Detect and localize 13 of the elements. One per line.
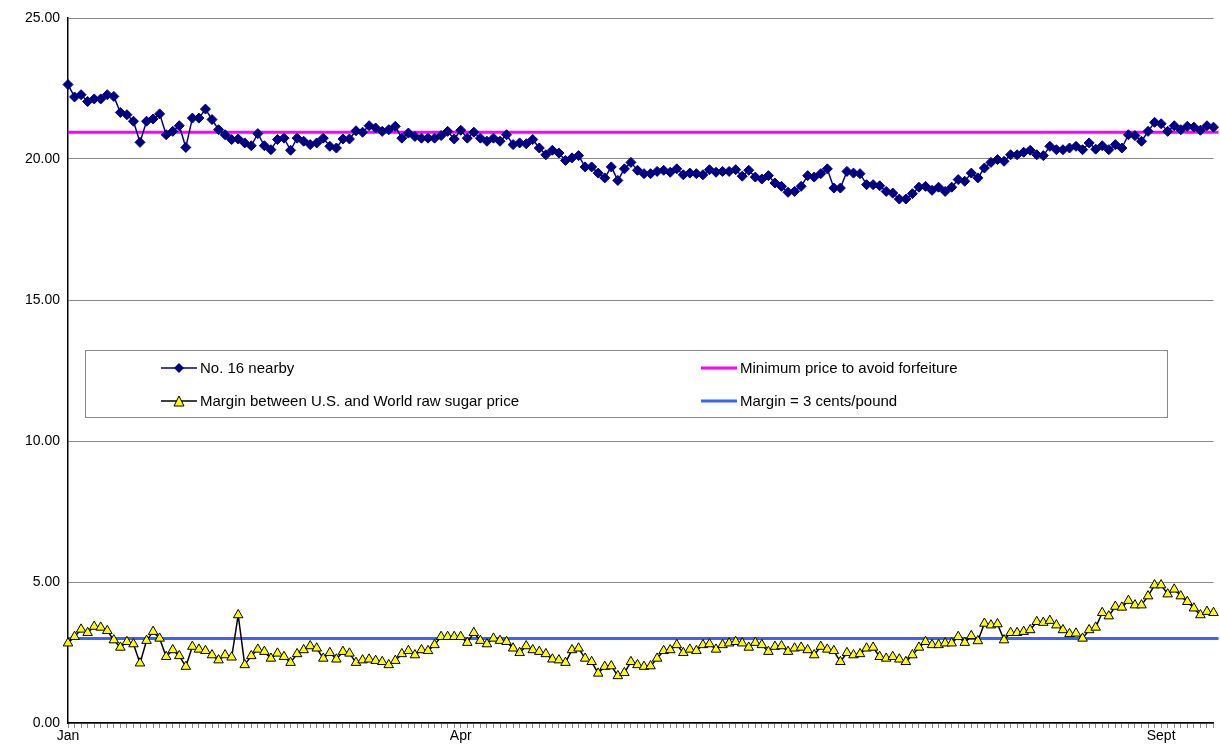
y-tick-label: 0.00 [32, 713, 61, 730]
y-tick-label: 15.00 [24, 290, 61, 307]
y-tick-label: 5.00 [32, 572, 61, 589]
x-tick-label: Sept [1146, 727, 1176, 744]
legend-label: Minimum price to avoid forfeiture [740, 359, 958, 376]
legend-label: Margin = 3 cents/pound [740, 392, 898, 409]
y-tick-label: 25.00 [24, 8, 61, 25]
x-tick-label: Apr [449, 727, 472, 744]
y-tick-label: 20.00 [24, 149, 61, 166]
x-tick-label: Jan [56, 727, 80, 744]
y-tick-label: 10.00 [24, 431, 61, 448]
legend-label: No. 16 nearby [200, 359, 295, 376]
legend-label: Margin between U.S. and World raw sugar price [200, 392, 520, 409]
